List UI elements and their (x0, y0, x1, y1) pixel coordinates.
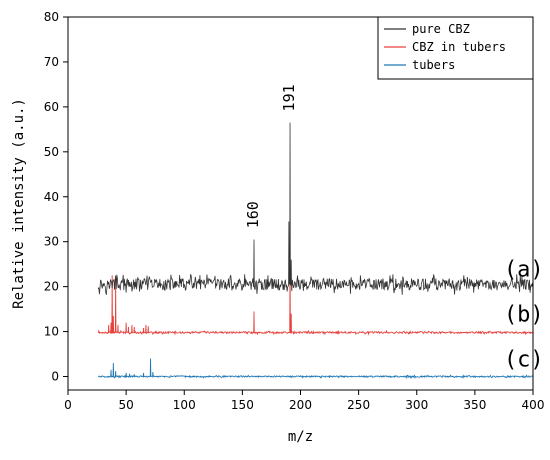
x-tick-label: 50 (118, 398, 133, 412)
panel-label: (c) (504, 348, 544, 373)
y-axis-title: Relative intensity (a.u.) (11, 98, 27, 309)
x-tick-label: 150 (231, 398, 254, 412)
panel-label: (a) (504, 258, 544, 283)
legend-entry: tubers (412, 58, 455, 72)
series-layer (97, 122, 534, 380)
y-tick-label: 80 (44, 10, 59, 24)
y-tick-label: 40 (44, 190, 59, 204)
annotation-layer: 160 191 (a) (b) (c) (244, 84, 544, 372)
series-line (97, 122, 534, 295)
x-axis-title: m/z (288, 429, 313, 445)
legend-entry: CBZ in tubers (412, 40, 506, 54)
legend: pure CBZ CBZ in tubers tubers (377, 16, 534, 80)
y-tick-label: 50 (44, 145, 59, 159)
x-tick-label: 350 (463, 398, 486, 412)
peak-label: 160 (244, 201, 262, 228)
y-tick-label: 70 (44, 55, 59, 69)
peak-label: 191 (280, 84, 298, 111)
panel-label: (b) (504, 303, 544, 328)
x-tick-label: 0 (64, 398, 72, 412)
y-tick-label: 30 (44, 235, 59, 249)
x-tick-label: 300 (405, 398, 428, 412)
series-line (97, 358, 534, 380)
x-tick-label: 400 (522, 398, 545, 412)
x-tick-label: 200 (289, 398, 312, 412)
y-tick-label: 0 (51, 370, 59, 384)
legend-box (377, 16, 534, 80)
y-tick-label: 60 (44, 100, 59, 114)
legend-entry: pure CBZ (412, 22, 470, 36)
axis-layer: 0 50 100 150 200 250 300 350 400 0 10 20 30 40 50 60 70 8… (44, 10, 545, 412)
y-tick-label: 10 (44, 325, 59, 339)
y-tick-label: 20 (44, 280, 59, 294)
series-line (97, 259, 534, 336)
x-tick-label: 250 (347, 398, 370, 412)
x-tick-label: 100 (173, 398, 196, 412)
